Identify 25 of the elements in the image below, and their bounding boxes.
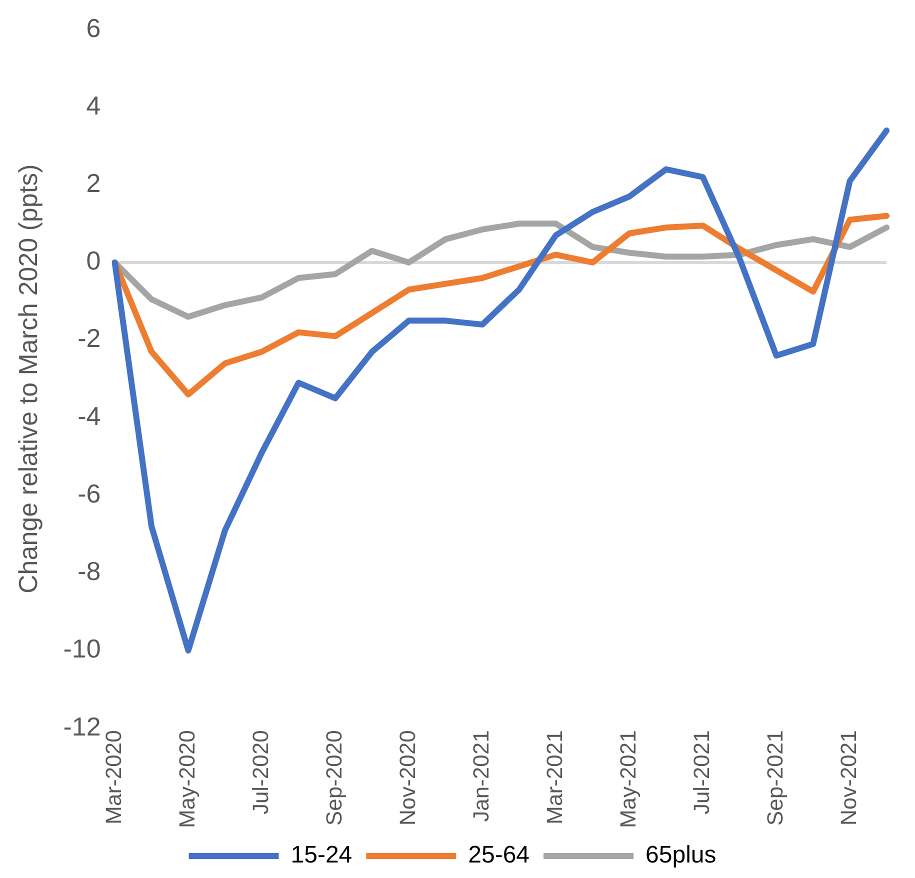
x-tick-label: May-2020 — [174, 730, 200, 828]
x-tick-label: Jan-2021 — [468, 730, 494, 822]
y-tick-label: -6 — [78, 478, 101, 508]
y-tick-label: -12 — [63, 711, 101, 742]
y-tick-label: -8 — [78, 556, 101, 586]
x-tick-label: Sep-2020 — [321, 730, 346, 826]
x-tick-label: Nov-2021 — [836, 730, 861, 826]
y-tick-label: -2 — [78, 323, 101, 354]
legend-label: 65plus — [646, 842, 716, 869]
legend-label: 15-24 — [290, 842, 352, 869]
x-tick-label: Mar-2021 — [542, 730, 567, 824]
x-tick-label: May-2021 — [615, 730, 640, 828]
x-tick-label: Sep-2021 — [762, 730, 788, 826]
x-tick-label: Jul-2020 — [248, 730, 273, 815]
x-tick-label: Jul-2021 — [688, 730, 714, 815]
y-tick-label: 6 — [86, 12, 101, 43]
x-tick-label: Mar-2020 — [100, 730, 126, 824]
legend-label: 25-64 — [468, 842, 530, 869]
y-tick-label: -10 — [63, 634, 101, 664]
y-tick-label: 2 — [86, 168, 101, 198]
x-tick-label: Nov-2020 — [394, 730, 420, 826]
y-tick-label: 0 — [86, 246, 101, 276]
y-axis-title: Change relative to March 2020 (ppts) — [12, 164, 43, 594]
y-tick-label: -4 — [78, 400, 101, 431]
y-tick-label: 4 — [86, 90, 101, 120]
